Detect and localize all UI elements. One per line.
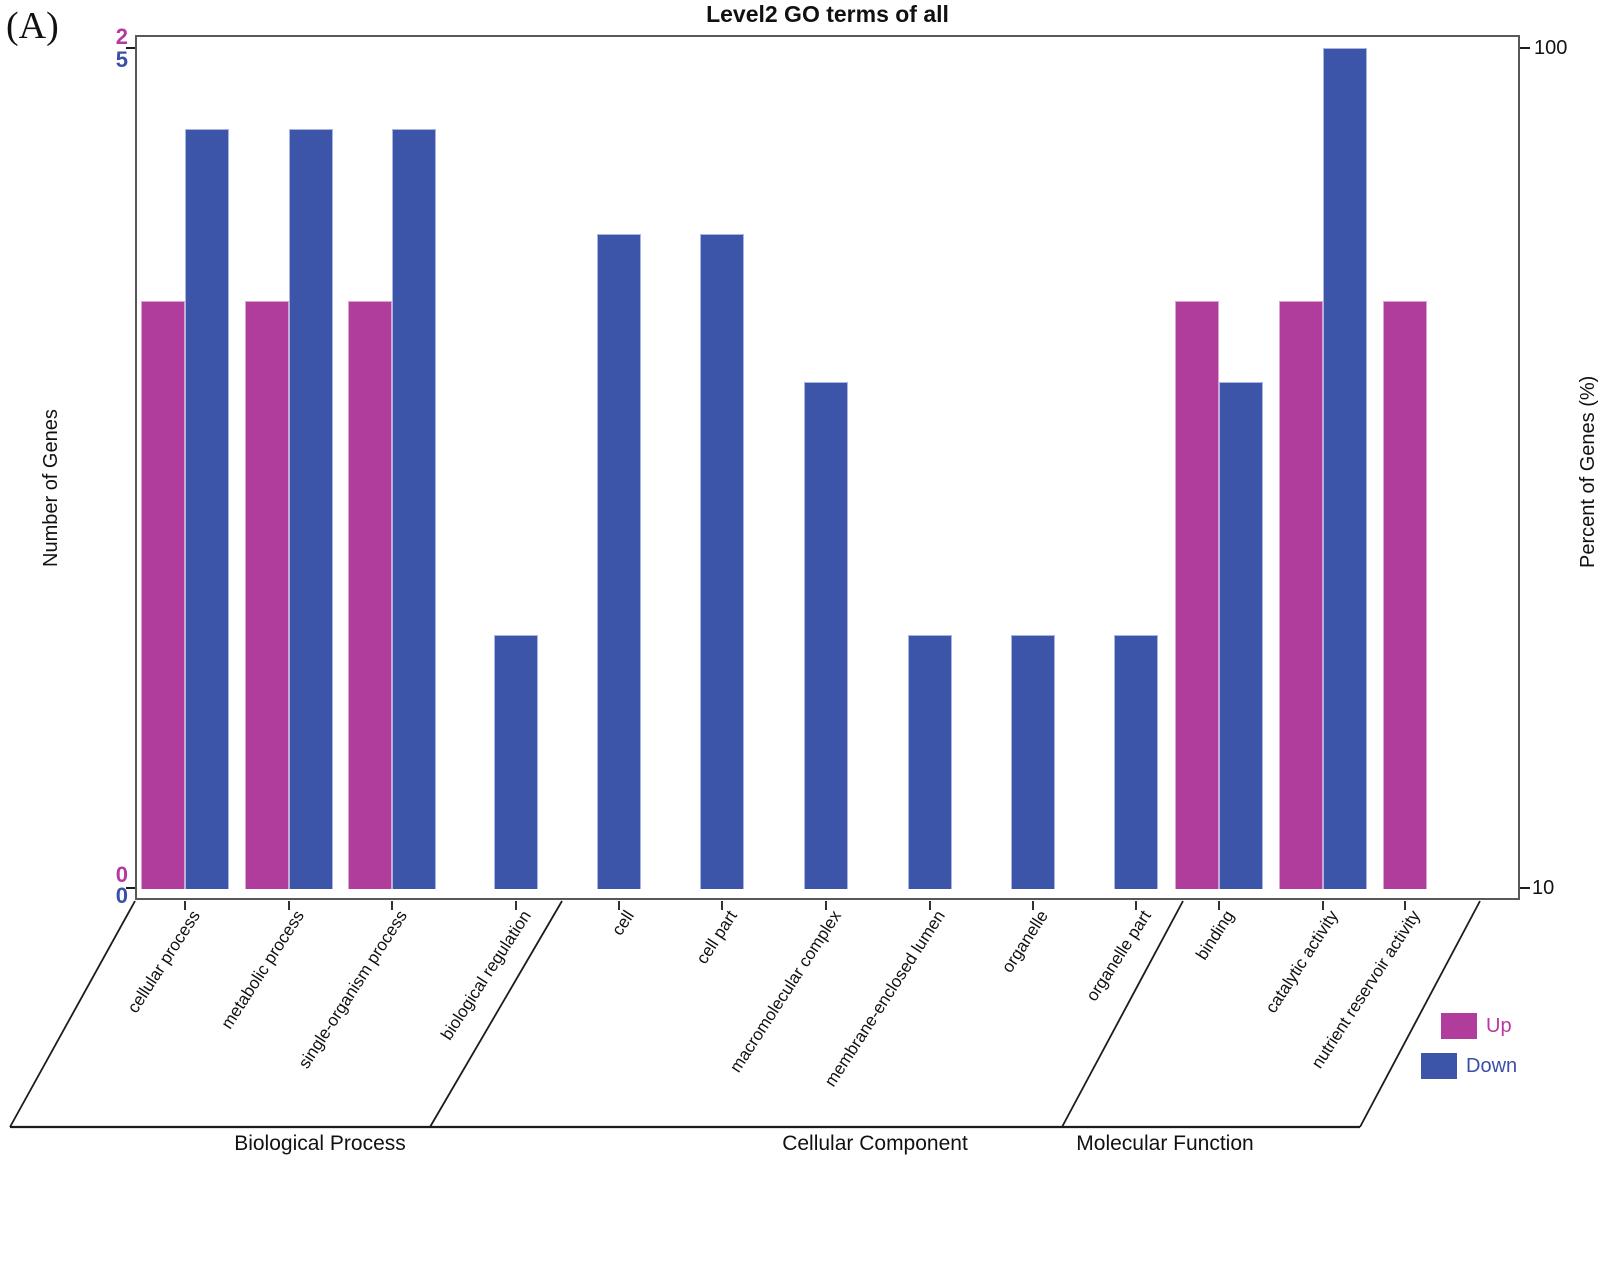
- legend-entry-up: Up: [1441, 1013, 1512, 1039]
- category-label-metabolic-process: metabolic process: [217, 907, 308, 1033]
- legend-entry-down: Down: [1421, 1053, 1517, 1079]
- left-axis-title: Number of Genes: [40, 409, 62, 567]
- chart-title: Level2 GO terms of all: [706, 1, 949, 27]
- bar-down-cell-part: [700, 234, 744, 889]
- category-label-biological-regulation: biological regulation: [437, 907, 535, 1044]
- legend-down-label: Down: [1466, 1054, 1518, 1077]
- category-label-organelle: organelle: [997, 907, 1052, 977]
- left-tick-top-up: 2: [115, 24, 128, 49]
- down-swatch-icon: [1421, 1053, 1457, 1079]
- bar-down-membrane-enclosed-lumen: [908, 635, 952, 889]
- group-label-cellular-component: Cellular Component: [782, 1132, 968, 1155]
- category-label-membrane-enclosed-lumen: membrane-enclosed lumen: [820, 907, 949, 1091]
- bar-down-binding: [1219, 382, 1263, 889]
- right-axis-title: Percent of Genes (%): [1577, 375, 1599, 568]
- bar-down-metabolic-process: [289, 129, 333, 889]
- bar-up-metabolic-process: [245, 300, 289, 889]
- panel-label: (A): [6, 5, 59, 47]
- legend-up-label: Up: [1486, 1014, 1512, 1037]
- bar-down-cellular-process: [185, 129, 229, 889]
- category-label-single-organism-process: single-organism process: [294, 907, 411, 1072]
- bar-up-cellular-process: [141, 300, 185, 889]
- left-tick-bottom-down: 0: [115, 883, 128, 908]
- left-tick-bottom-up: 0: [115, 862, 128, 887]
- bar-up-catalytic-activity: [1279, 300, 1323, 889]
- bar-up-single-organism-process: [348, 300, 392, 889]
- bar-down-catalytic-activity: [1323, 48, 1367, 889]
- bar-down-biological-regulation: [494, 635, 538, 889]
- right-tick-100: 100: [1534, 37, 1568, 59]
- group-label-molecular-function: Molecular Function: [1076, 1132, 1254, 1155]
- bar-down-organelle-part: [1114, 635, 1158, 889]
- bar-down-macromolecular-complex: [804, 382, 848, 889]
- right-tick-10: 10: [1532, 877, 1555, 899]
- figure-canvas: { "panel_label": "(A)", "chart_data": { …: [6, 1, 1599, 1155]
- group-label-biological-process: Biological Process: [234, 1132, 406, 1155]
- bar-up-nutrient-reservoir-activity: [1383, 300, 1427, 889]
- category-label-cell: cell: [608, 907, 638, 939]
- up-swatch-icon: [1441, 1013, 1477, 1039]
- category-label-macromolecular-complex: macromolecular complex: [726, 907, 845, 1076]
- left-tick-top-down: 5: [115, 47, 128, 72]
- bar-down-organelle: [1011, 635, 1055, 889]
- bar-down-single-organism-process: [392, 129, 436, 889]
- bar-up-binding: [1175, 300, 1219, 889]
- bar-down-cell: [597, 234, 641, 889]
- category-label-cell-part: cell part: [692, 907, 741, 968]
